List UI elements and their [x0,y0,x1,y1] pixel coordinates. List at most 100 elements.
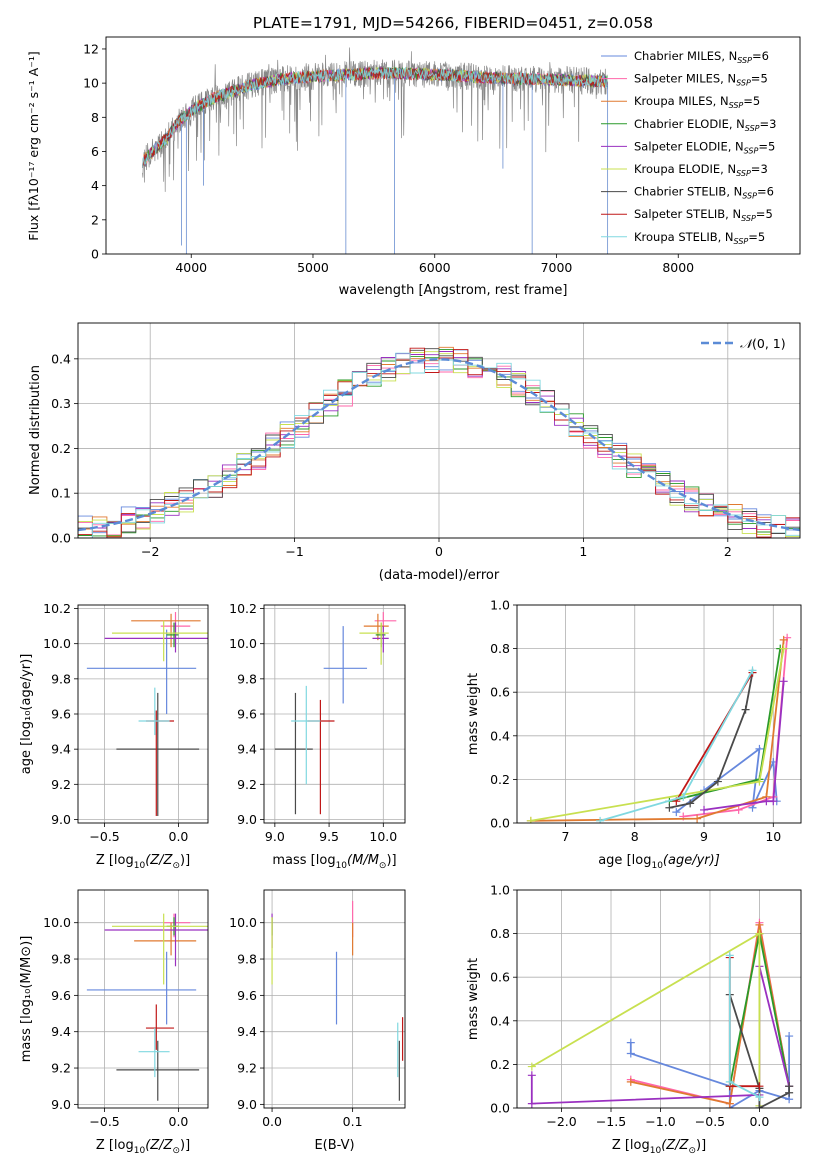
legend-entry: Kroupa MILES, NSSP=5 [634,94,760,110]
x-axis-label-part: 10 [134,861,146,871]
y-axis-label: mass weight [466,673,481,755]
legend-nssp: 3 [769,117,776,131]
x-tick-label: 0.1 [343,1114,363,1129]
legend-ssp: SSP [741,214,756,223]
weight-marker [779,644,788,653]
axes-frame [516,604,802,824]
y-tick-label: 10 [83,76,99,91]
weight-marker [725,951,734,960]
x-axis-label: Z [log10(Z/Z⊙)] [612,1138,706,1156]
weight-marker [755,1104,764,1108]
legend-name: Kroupa ELODIE [634,162,720,176]
legend-entry: Salpeter MILES, NSSP=5 [634,72,768,88]
y-axis-label: Normed distribution [28,365,43,495]
x-tick-label: 9.0 [265,829,285,844]
legend-entry: Salpeter STELIB, NSSP=5 [634,207,773,223]
legend-nssp: 5 [758,230,765,244]
legend-entry: Chabrier MILES, NSSP=6 [634,49,769,65]
x-axis-label-part: Z [log [96,853,134,868]
y-tick-label: 9.0 [237,812,257,827]
y-tick-label: 9.4 [237,742,257,757]
y-tick-label: 2 [91,212,99,227]
axes-frame [516,889,802,1109]
legend-eq: = [743,94,753,108]
normal-reference-curve [78,358,800,532]
legend-name: Chabrier STELIB [634,185,726,199]
axes-frame [105,36,801,255]
y-tick-label: 9.6 [51,707,71,722]
legend-entry: Salpeter ELODIE, NSSP=5 [634,139,775,155]
weight-marker [725,1099,734,1108]
y-tick-label: 1.0 [490,598,510,613]
legend-n: , N [720,72,736,86]
y-tick-label: 9.8 [51,952,71,967]
legend-nssp: 6 [762,49,769,63]
x-tick-label: −1.0 [645,1114,675,1129]
y-tick-label: 10.0 [43,636,71,651]
legend-eq: = [751,162,761,176]
y-axis-label: Flux [fλ10⁻¹⁷ erg cm⁻² s⁻¹ A⁻¹] [26,51,41,240]
x-tick-label: 0.0 [169,829,189,844]
x-axis-label: mass [log10(M/M⊙)] [272,853,396,871]
residual-histogram-kroupa-stelib [78,352,800,538]
x-tick-label: −2.0 [546,1114,576,1129]
x-tick-label: 9 [700,829,708,844]
legend-n: , N [718,230,734,244]
weight-marker [526,816,535,823]
panel-8: −2.0 −1.5 −1.0 −0.5 0.0 0.0 0.2 0.4 0.6 0.8 1.0 Z [… [466,883,802,1156]
x-axis-label-part: 10 [651,861,663,871]
legend-ssp: SSP [742,192,757,201]
plot-area [527,918,794,1108]
x-tick-label: 0 [435,544,443,559]
weight-marker [741,705,750,714]
weight-line-kroupa-stelib [599,669,754,822]
legend-eq: = [752,49,762,63]
legend-eq: = [748,230,758,244]
x-axis-label-part: ⊙ [172,1146,180,1156]
x-axis-label-part: )] [180,1138,190,1153]
x-tick-label: 7 [562,829,570,844]
y-tick-label: 0.6 [490,970,510,985]
y-tick-label: 9.6 [237,707,257,722]
y-tick-label: 9.8 [237,952,257,967]
model-spectrum-kroupa-stelib [142,66,608,168]
y-tick-label: 9.2 [237,777,257,792]
legend-name: Chabrier MILES [634,49,721,63]
legend-nssp: 5 [768,139,775,153]
y-tick-label: 9.4 [51,742,71,757]
panel-4: 9.0 9.5 10.0 9.0 9.2 9.4 9.6 9.8 10.0 10.2 mass [l… [229,601,406,871]
weight-marker [779,677,788,686]
plot-area [86,612,208,816]
x-axis-label: (data-model)/error [379,568,500,583]
weight-marker [527,1071,536,1080]
y-tick-label: 0.4 [490,728,510,743]
legend-entry: Kroupa ELODIE, NSSP=3 [634,162,768,178]
y-tick-label: 0.0 [51,531,71,546]
weight-marker [693,814,702,823]
y-tick-label: 0.0 [490,1101,510,1116]
y-tick-label: 9.2 [51,1061,71,1076]
x-tick-label: 2 [724,544,732,559]
x-axis-label-part: )] [386,853,396,868]
y-tick-label: 9.0 [51,812,71,827]
y-tick-label: 0.8 [490,641,510,656]
x-axis-label-part: mass [log [272,853,335,868]
weight-marker [785,1082,794,1091]
y-tick-label: 0.6 [490,685,510,700]
x-axis-label: Z [log10(Z/Z⊙)] [96,1138,190,1156]
y-axis-label: mass weight [466,958,481,1040]
y-tick-label: 10.2 [43,601,71,616]
x-tick-label: −1.5 [596,1114,626,1129]
x-axis-label: E(B-V) [314,1138,354,1153]
legend-n: , N [720,162,736,176]
weight-marker [755,920,764,929]
legend-ssp: SSP [737,56,752,65]
weight-marker [679,792,688,801]
x-tick-label: 1 [579,544,587,559]
legend-eq: = [751,72,761,86]
weight-marker [725,1077,734,1086]
x-axis-label: wavelength [Angstrom, rest frame] [339,283,568,298]
legend-nssp: 5 [760,72,767,86]
